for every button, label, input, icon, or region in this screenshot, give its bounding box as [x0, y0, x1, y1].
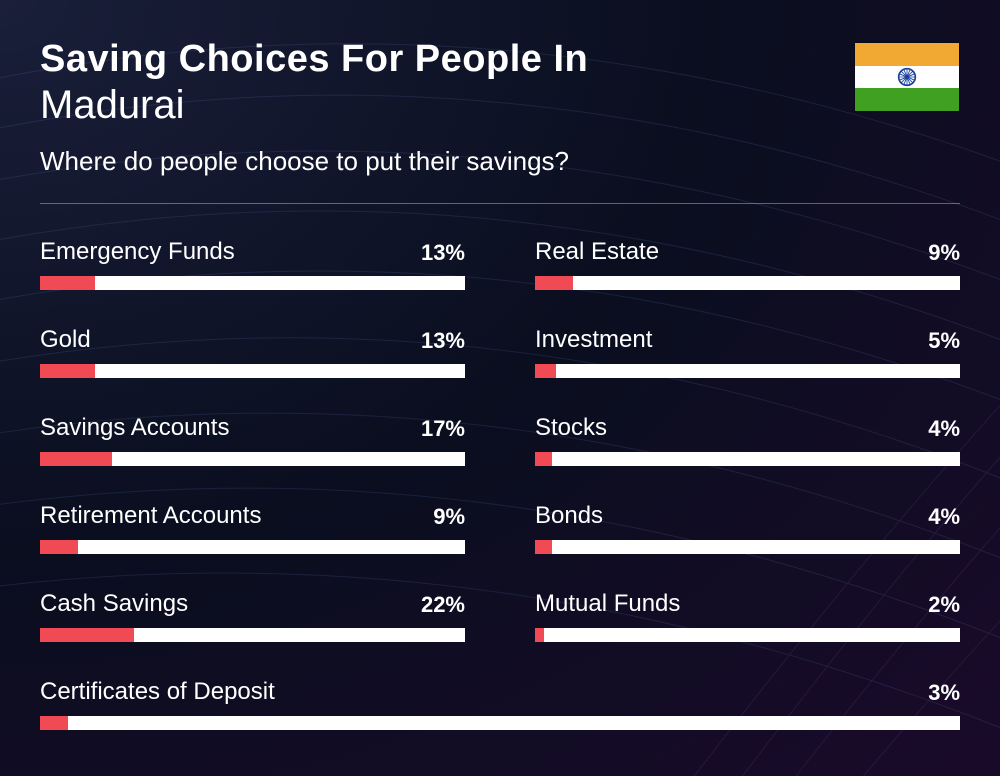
bar-track [40, 540, 465, 554]
bar-head: Mutual Funds 2% [535, 590, 960, 618]
bar-fill [535, 540, 552, 554]
bar-track [40, 452, 465, 466]
bar-head: Savings Accounts 17% [40, 414, 465, 442]
flag-white [855, 66, 959, 89]
bar-value: 4% [928, 416, 960, 442]
bar-item: Mutual Funds 2% [535, 590, 960, 642]
bar-label: Cash Savings [40, 590, 188, 618]
bar-head: Retirement Accounts 9% [40, 502, 465, 530]
bar-track [535, 452, 960, 466]
bar-label: Real Estate [535, 238, 659, 266]
bar-label: Mutual Funds [535, 590, 680, 618]
ashoka-chakra-icon [897, 67, 917, 87]
bars-grid: Emergency Funds 13% Real Estate 9% Gold 13% In… [40, 238, 960, 730]
bar-item: Stocks 4% [535, 414, 960, 466]
bar-label: Retirement Accounts [40, 502, 261, 530]
divider [40, 203, 960, 204]
bar-value: 9% [433, 504, 465, 530]
bar-item: Bonds 4% [535, 502, 960, 554]
subtitle: Where do people choose to put their savi… [40, 146, 854, 177]
bar-item: Certificates of Deposit 3% [40, 678, 960, 730]
bar-fill [535, 364, 556, 378]
title-line2: Madurai [40, 83, 854, 128]
bar-head: Emergency Funds 13% [40, 238, 465, 266]
main-content: Saving Choices For People In Madurai Whe… [0, 0, 1000, 730]
bar-item: Savings Accounts 17% [40, 414, 465, 466]
flag-green [855, 88, 959, 111]
bar-track [535, 540, 960, 554]
bar-label: Certificates of Deposit [40, 678, 275, 706]
bar-fill [535, 276, 573, 290]
bar-value: 4% [928, 504, 960, 530]
bar-value: 9% [928, 240, 960, 266]
bar-value: 3% [928, 680, 960, 706]
bar-item: Retirement Accounts 9% [40, 502, 465, 554]
bar-item: Real Estate 9% [535, 238, 960, 290]
title-block: Saving Choices For People In Madurai Whe… [40, 38, 854, 177]
bar-item: Cash Savings 22% [40, 590, 465, 642]
bar-value: 2% [928, 592, 960, 618]
bar-fill [40, 276, 95, 290]
bar-label: Gold [40, 326, 91, 354]
bar-value: 17% [421, 416, 465, 442]
bar-value: 22% [421, 592, 465, 618]
bar-label: Emergency Funds [40, 238, 235, 266]
bar-value: 13% [421, 240, 465, 266]
bar-fill [40, 716, 68, 730]
bar-track [535, 364, 960, 378]
bar-head: Bonds 4% [535, 502, 960, 530]
bar-head: Real Estate 9% [535, 238, 960, 266]
bar-fill [535, 452, 552, 466]
flag-saffron [855, 43, 959, 66]
bar-label: Investment [535, 326, 652, 354]
bar-head: Certificates of Deposit 3% [40, 678, 960, 706]
bar-item: Investment 5% [535, 326, 960, 378]
bar-item: Gold 13% [40, 326, 465, 378]
india-flag-icon [854, 42, 960, 112]
bar-label: Bonds [535, 502, 603, 530]
bar-track [40, 276, 465, 290]
bar-head: Cash Savings 22% [40, 590, 465, 618]
bar-label: Savings Accounts [40, 414, 229, 442]
bar-fill [40, 452, 112, 466]
bar-track [40, 364, 465, 378]
bar-track [40, 716, 960, 730]
bar-head: Stocks 4% [535, 414, 960, 442]
header: Saving Choices For People In Madurai Whe… [40, 38, 960, 177]
bar-fill [40, 364, 95, 378]
bar-track [535, 276, 960, 290]
bar-fill [535, 628, 544, 642]
bar-head: Investment 5% [535, 326, 960, 354]
bar-item: Emergency Funds 13% [40, 238, 465, 290]
bar-track [40, 628, 465, 642]
bar-head: Gold 13% [40, 326, 465, 354]
bar-value: 5% [928, 328, 960, 354]
title-line1: Saving Choices For People In [40, 38, 854, 81]
bar-fill [40, 628, 134, 642]
bar-fill [40, 540, 78, 554]
bar-track [535, 628, 960, 642]
bar-label: Stocks [535, 414, 607, 442]
bar-value: 13% [421, 328, 465, 354]
